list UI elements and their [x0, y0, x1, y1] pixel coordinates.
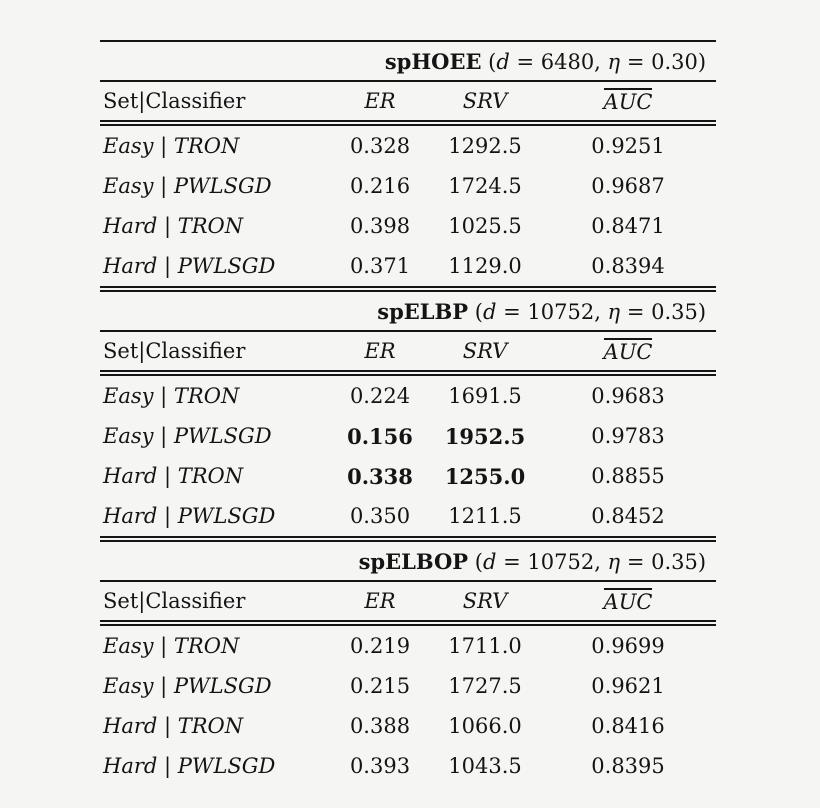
column-header-auc: AUC [540, 81, 717, 126]
table-row: Easy | TRON 0.328 1292.5 0.9251 [100, 123, 716, 166]
cell-er: 0.371 [330, 246, 430, 292]
cell-srv: 1727.5 [448, 674, 522, 698]
cell-auc: 0.9621 [591, 674, 665, 698]
cell-er: 0.338 [347, 463, 413, 489]
table-row: Easy | TRON 0.224 1691.5 0.9683 [100, 373, 716, 416]
table-row: Easy | PWLSGD 0.215 1727.5 0.9621 [100, 666, 716, 706]
auc-overline-label: AUC [603, 588, 653, 614]
cell-auc: 0.8471 [591, 214, 665, 238]
table-row: Hard | PWLSGD 0.393 1043.5 0.8395 [100, 746, 716, 786]
cell-srv: 1691.5 [448, 384, 522, 408]
row-label: Hard | PWLSGD [100, 496, 330, 542]
cell-er: 0.216 [349, 174, 411, 198]
section-title-row: spELBP (d = 10752, η = 0.35) [100, 286, 717, 332]
row-label: Easy | PWLSGD [103, 674, 272, 698]
section-sphoee: spHOEE (d = 6480, η = 0.30) Set|Classifi… [100, 41, 717, 292]
section-title-sphoee: spHOEE (d = 6480, η = 0.30) [100, 41, 717, 82]
cell-er: 0.350 [330, 496, 430, 542]
table-row: Hard | TRON 0.388 1066.0 0.8416 [100, 706, 716, 746]
cell-srv: 1724.5 [448, 174, 522, 198]
cell-er: 0.224 [349, 384, 411, 408]
table-row: Hard | PWLSGD 0.350 1211.5 0.8452 [100, 496, 717, 542]
cell-srv: 1952.5 [444, 423, 526, 449]
row-label: Easy | TRON [103, 134, 240, 158]
column-header-row: Set|Classifier ER SRV AUC [100, 581, 717, 626]
row-label: Hard | TRON [103, 214, 244, 238]
cell-srv: 1292.5 [448, 134, 522, 158]
cell-auc: 0.9251 [591, 134, 665, 158]
table-row: Hard | TRON 0.338 1255.0 0.8855 [100, 456, 716, 496]
cell-srv: 1211.5 [430, 496, 540, 542]
column-header-auc: AUC [540, 581, 717, 626]
row-label: Hard | TRON [103, 714, 244, 738]
cell-auc: 0.8395 [591, 754, 665, 778]
table-row: Hard | TRON 0.398 1025.5 0.8471 [100, 206, 716, 246]
row-label: Hard | TRON [103, 464, 244, 488]
cell-auc: 0.9687 [591, 174, 665, 198]
cell-auc: 0.9683 [591, 384, 665, 408]
cell-srv: 1711.0 [448, 634, 522, 658]
column-header-row: Set|Classifier ER SRV AUC [100, 331, 717, 376]
row-label: Easy | TRON [103, 384, 240, 408]
cell-auc: 0.8416 [591, 714, 665, 738]
row-label: Hard | PWLSGD [103, 754, 276, 778]
section-title-spelbop: spELBOP (d = 10752, η = 0.35) [100, 536, 717, 582]
column-header-er: ER [330, 331, 430, 376]
column-header-row: Set|Classifier ER SRV AUC [100, 81, 717, 126]
cell-auc: 0.8452 [540, 496, 717, 542]
cell-er: 0.393 [349, 754, 411, 778]
section-spelbop: spELBOP (d = 10752, η = 0.35) Set|Classi… [100, 536, 717, 786]
cell-er: 0.398 [349, 214, 411, 238]
cell-srv: 1255.0 [444, 463, 526, 489]
paper-table-region: spHOEE (d = 6480, η = 0.30) Set|Classifi… [100, 40, 717, 786]
cell-er: 0.328 [349, 134, 411, 158]
table-row: Hard | PWLSGD 0.371 1129.0 0.8394 [100, 246, 717, 292]
table-row: Easy | PWLSGD 0.156 1952.5 0.9783 [100, 416, 716, 456]
column-header-set-classifier: Set|Classifier [100, 81, 330, 126]
column-header-er: ER [330, 581, 430, 626]
row-label: Easy | PWLSGD [103, 424, 272, 448]
cell-er: 0.156 [347, 423, 413, 449]
section-title-row: spHOEE (d = 6480, η = 0.30) [100, 41, 717, 82]
row-label: Easy | PWLSGD [103, 174, 272, 198]
results-table: spHOEE (d = 6480, η = 0.30) Set|Classifi… [100, 40, 717, 786]
section-title-row: spELBOP (d = 10752, η = 0.35) [100, 536, 717, 582]
cell-srv: 1025.5 [448, 214, 522, 238]
cell-srv: 1066.0 [448, 714, 522, 738]
cell-auc: 0.8394 [540, 246, 717, 292]
cell-auc: 0.9783 [591, 424, 665, 448]
column-header-auc: AUC [540, 331, 717, 376]
cell-srv: 1043.5 [448, 754, 522, 778]
cell-er: 0.219 [349, 634, 411, 658]
cell-er: 0.215 [349, 674, 411, 698]
column-header-er: ER [330, 81, 430, 126]
cell-auc: 0.8855 [591, 464, 665, 488]
cell-er: 0.388 [349, 714, 411, 738]
column-header-set-classifier: Set|Classifier [100, 581, 330, 626]
column-header-srv: SRV [430, 81, 540, 126]
table-row: Easy | PWLSGD 0.216 1724.5 0.9687 [100, 166, 716, 206]
column-header-srv: SRV [430, 581, 540, 626]
column-header-set-classifier: Set|Classifier [100, 331, 330, 376]
section-title-spelbp: spELBP (d = 10752, η = 0.35) [100, 286, 717, 332]
table-row: Easy | TRON 0.219 1711.0 0.9699 [100, 623, 716, 666]
row-label: Easy | TRON [103, 634, 240, 658]
row-label: Hard | PWLSGD [100, 246, 330, 292]
cell-auc: 0.9699 [591, 634, 665, 658]
auc-overline-label: AUC [603, 88, 653, 114]
cell-srv: 1129.0 [430, 246, 540, 292]
section-spelbp: spELBP (d = 10752, η = 0.35) Set|Classif… [100, 286, 717, 542]
auc-overline-label: AUC [603, 338, 653, 364]
column-header-srv: SRV [430, 331, 540, 376]
